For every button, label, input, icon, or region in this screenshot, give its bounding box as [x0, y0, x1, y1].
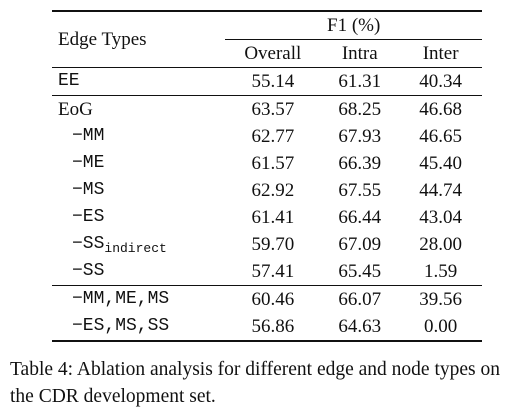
row-label: EoG: [52, 95, 226, 123]
cell-overall: 62.92: [251, 180, 295, 201]
cell-intra: 61.31: [320, 67, 400, 96]
cell-overall: 57.41: [251, 261, 295, 282]
row-label: −SS: [72, 261, 105, 281]
cell-inter: 45.40: [419, 153, 462, 174]
cell-intra: 66.07: [320, 285, 400, 313]
cell-overall: 55.14: [225, 67, 321, 96]
cell-overall: 56.86: [225, 313, 321, 342]
cell-overall: 61.41: [251, 207, 295, 228]
header-intra: Intra: [341, 43, 378, 64]
cell-overall: 59.70: [251, 234, 295, 255]
row-label: −SS: [72, 234, 105, 254]
table-row-es: −ES 61.41 66.44 43.04: [52, 204, 482, 231]
cell-intra: 67.55: [338, 180, 382, 201]
table-row-eog: EoG 63.57 68.25 46.68: [52, 95, 482, 123]
table-row-ee: EE 55.14 61.31 40.34: [52, 67, 482, 96]
header-row-1: Edge Types F1 (%): [52, 10, 482, 68]
cell-intra: 66.39: [338, 153, 382, 174]
cell-intra: 66.44: [338, 207, 382, 228]
row-label: −ES,MS,SS: [52, 313, 226, 342]
header-overall: Overall: [244, 43, 302, 64]
cell-overall: 60.46: [225, 285, 321, 313]
row-label: −ES: [72, 207, 105, 227]
table-row-ss-indirect: −SSindirect 59.70 67.09 28.00: [52, 231, 482, 258]
cell-intra: 65.45: [338, 261, 382, 282]
cell-intra: 64.63: [320, 313, 400, 342]
header-inter: Inter: [422, 43, 459, 64]
cell-inter: 40.34: [399, 67, 482, 96]
table-row-mm: −MM 62.77 67.93 46.65: [52, 123, 482, 150]
cell-intra: 68.25: [320, 95, 400, 123]
table-row-ss: −SS 57.41 65.45 1.59: [52, 258, 482, 286]
cell-overall: 63.57: [225, 95, 321, 123]
table-row-es-ms-ss: −ES,MS,SS 56.86 64.63 0.00: [52, 313, 482, 342]
header-row-2: Overall Intra Inter: [52, 40, 482, 68]
cell-intra: 67.93: [338, 126, 382, 147]
row-label: −MS: [72, 180, 105, 200]
table-caption: Table 4: Ablation analysis for different…: [10, 359, 500, 407]
ablation-table: Edge Types F1 (%) Overall Intra Inter EE…: [52, 10, 482, 342]
cell-inter: 46.68: [399, 95, 482, 123]
header-edge-types: Edge Types: [52, 10, 226, 68]
row-label-subscript: indirect: [104, 241, 167, 256]
cell-inter: 1.59: [424, 261, 458, 282]
cell-inter: 46.65: [419, 126, 462, 147]
cell-inter: 44.74: [419, 180, 462, 201]
header-f1: F1 (%): [225, 10, 482, 40]
table-row-mm-me-ms: −MM,ME,MS 60.46 66.07 39.56: [52, 285, 482, 313]
table-row-me: −ME 61.57 66.39 45.40: [52, 150, 482, 177]
cell-overall: 62.77: [251, 126, 295, 147]
row-label: EE: [52, 67, 226, 96]
row-label-cell: −SSindirect: [52, 231, 225, 258]
cell-inter: 39.56: [399, 285, 482, 313]
table-row-ms: −MS 62.92 67.55 44.74: [52, 177, 482, 204]
cell-overall: 61.57: [251, 153, 295, 174]
ablation-table-container: Edge Types F1 (%) Overall Intra Inter EE…: [52, 10, 482, 342]
row-label: −ME: [72, 153, 105, 173]
row-label: −MM: [72, 126, 105, 146]
cell-intra: 67.09: [338, 234, 382, 255]
row-label: −MM,ME,MS: [52, 285, 226, 313]
cell-inter: 43.04: [419, 207, 462, 228]
cell-inter: 0.00: [399, 313, 482, 342]
cell-inter: 28.00: [419, 234, 462, 255]
